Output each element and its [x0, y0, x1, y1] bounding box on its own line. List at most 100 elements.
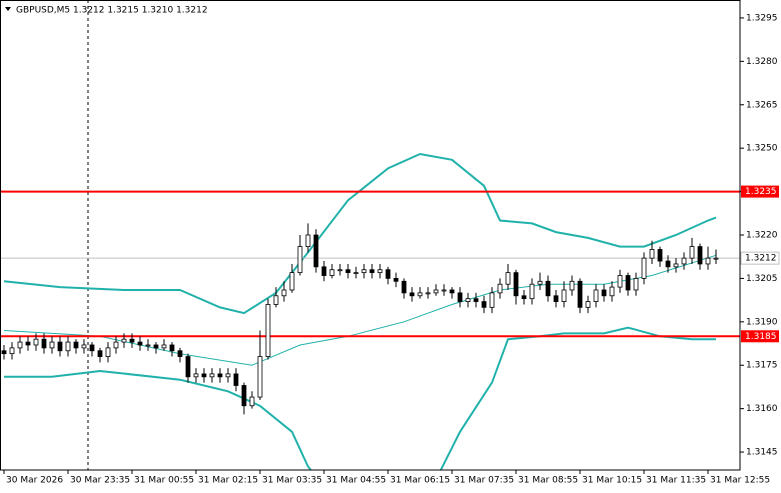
candle-body — [217, 373, 223, 378]
candle-body — [137, 341, 143, 346]
candle-body — [553, 295, 559, 302]
candle-body — [321, 266, 327, 276]
candle-body — [649, 249, 655, 259]
candle-body — [313, 234, 319, 268]
candle-body — [481, 301, 487, 308]
candle-body — [433, 289, 439, 294]
candle-body — [129, 338, 135, 343]
candle-body — [145, 344, 151, 347]
candle-body — [57, 341, 63, 352]
candle-body — [681, 257, 687, 265]
candle-body — [577, 280, 583, 308]
candle-body — [609, 286, 615, 297]
candle-body — [385, 269, 391, 279]
candle-body — [161, 344, 167, 349]
candle-body — [409, 292, 415, 297]
candle-body — [585, 301, 591, 308]
candle-body — [209, 373, 215, 378]
candle-body — [601, 289, 607, 297]
x-tick-label: 30 Mar 23:35 — [70, 476, 130, 486]
y-tick-label: 1.3295 — [746, 13, 778, 23]
plot-area — [0, 152, 740, 470]
candle-body — [705, 257, 711, 265]
candle-body — [41, 338, 47, 349]
candle-body — [185, 356, 191, 378]
candle-body — [265, 304, 271, 357]
candle-body — [89, 344, 95, 352]
candle-body — [297, 246, 303, 274]
candle-body — [617, 275, 623, 288]
y-tick-label: 1.3190 — [746, 317, 778, 327]
symbol-menu-icon[interactable] — [5, 7, 11, 11]
candle-body — [673, 263, 679, 268]
candle-body — [489, 292, 495, 308]
candle-body — [449, 289, 455, 294]
candle-body — [689, 246, 695, 259]
candle-body — [281, 289, 287, 297]
y-tick-label: 1.3265 — [746, 100, 778, 110]
candle-body — [425, 292, 431, 295]
bollinger-band — [3, 152, 717, 315]
y-tick-label: 1.3205 — [746, 274, 778, 284]
candle-body — [465, 298, 471, 302]
y-tick-label: 1.3160 — [746, 404, 778, 414]
candle-body — [33, 338, 39, 346]
level-label-box — [741, 330, 779, 343]
candle-body — [457, 292, 463, 302]
candle-body — [249, 396, 255, 407]
candle-body — [353, 272, 359, 275]
candle-body — [305, 234, 311, 247]
candle-body — [641, 257, 647, 279]
candle-body — [369, 269, 375, 274]
x-tick-label: 31 Mar 04:55 — [326, 476, 386, 486]
x-tick-label: 31 Mar 12:55 — [710, 476, 770, 486]
level-label: 1.3185 — [745, 332, 777, 342]
candle-body — [505, 272, 511, 285]
candle-body — [417, 292, 423, 297]
candle-body — [65, 341, 71, 352]
candle-body — [657, 249, 663, 262]
candle-body — [393, 278, 399, 282]
x-tick-label: 31 Mar 10:15 — [582, 476, 642, 486]
candle-body — [497, 283, 503, 294]
last-price-box — [740, 251, 780, 265]
y-tick-label: 1.3220 — [746, 231, 778, 241]
candle-body — [361, 269, 367, 274]
candle-body — [9, 347, 15, 355]
candle-body — [473, 298, 479, 302]
candle-body — [697, 246, 703, 265]
x-tick-label: 31 Mar 02:15 — [198, 476, 258, 486]
candle-body — [233, 373, 239, 386]
candle-body — [593, 289, 599, 302]
candle-body — [545, 280, 551, 297]
chart-title: GBPUSD,M5 1.3212 1.3215 1.3210 1.3212 — [16, 6, 208, 16]
candle-body — [713, 257, 719, 260]
candle-body — [521, 295, 527, 300]
last-price-label: 1.3212 — [745, 254, 777, 264]
candle-body — [49, 341, 55, 349]
candle-body — [225, 373, 231, 378]
candle-body — [633, 278, 639, 291]
x-tick-label: 31 Mar 03:35 — [262, 476, 322, 486]
candle-body — [513, 272, 519, 297]
candle-body — [241, 385, 247, 407]
x-tick-label: 31 Mar 08:55 — [518, 476, 578, 486]
candle-body — [537, 280, 543, 285]
candle-body — [377, 269, 383, 274]
candle-body — [441, 289, 447, 292]
candle-body — [73, 341, 79, 349]
level-label: 1.3235 — [745, 187, 777, 197]
candle-body — [25, 341, 31, 346]
candle-body — [1, 350, 7, 355]
candle-body — [257, 356, 263, 398]
candle-body — [625, 275, 631, 291]
candle-body — [105, 347, 111, 357]
candle-body — [169, 344, 175, 352]
candle-body — [113, 341, 119, 349]
candle-body — [665, 260, 671, 268]
y-tick-label: 1.3280 — [746, 57, 778, 67]
candle-body — [81, 344, 87, 349]
candle-body — [17, 341, 23, 349]
candle-body — [97, 350, 103, 357]
